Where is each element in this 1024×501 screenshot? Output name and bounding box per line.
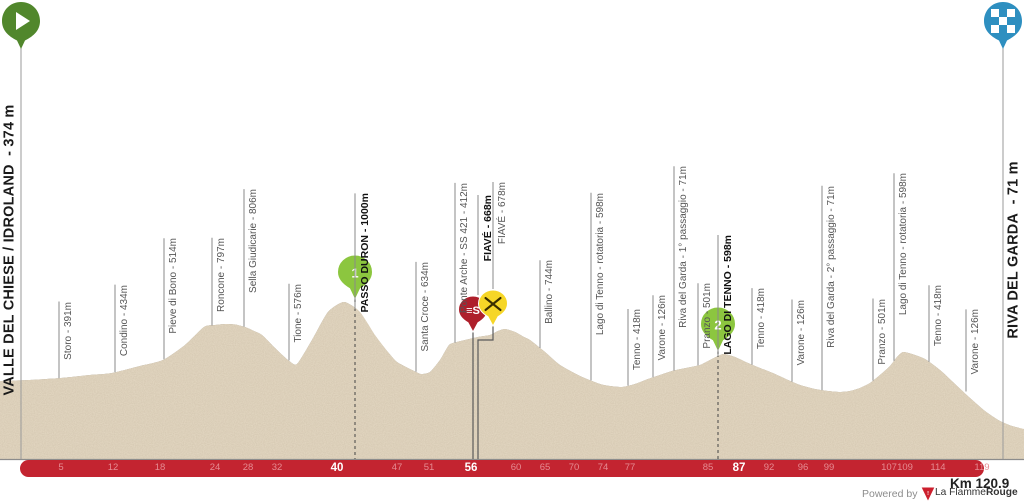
svg-text:!: ! xyxy=(927,491,929,497)
